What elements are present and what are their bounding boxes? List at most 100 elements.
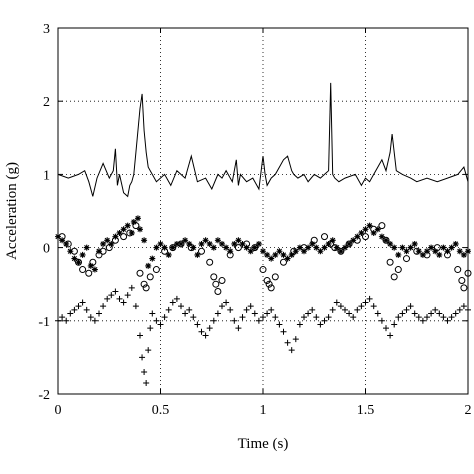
circle-point: [300, 244, 308, 252]
star-point: [83, 244, 90, 251]
star-point: [206, 240, 213, 247]
star-point: [313, 244, 320, 251]
plus-point: [329, 306, 336, 313]
circle-point: [460, 284, 468, 292]
y-tick-label: 0: [43, 242, 50, 257]
circle-point: [161, 247, 169, 255]
series-star: [55, 215, 471, 273]
plus-point: [143, 380, 150, 387]
plus-point: [260, 314, 266, 321]
plus-point: [87, 314, 94, 321]
plus-point: [147, 325, 154, 332]
plus-point: [268, 306, 275, 313]
circle-point: [234, 244, 242, 252]
plus-point: [333, 299, 340, 306]
star-point: [395, 251, 402, 258]
star-point: [378, 233, 385, 240]
circle-point: [212, 280, 220, 288]
plus-point: [292, 336, 299, 343]
plus-point: [210, 317, 217, 324]
circle-point: [210, 273, 218, 281]
star-point: [305, 244, 312, 251]
star-point: [223, 244, 230, 251]
circle-point: [226, 251, 234, 259]
plus-point: [112, 288, 119, 295]
plus-point: [120, 299, 127, 306]
star-point: [370, 229, 377, 236]
plus-point: [198, 328, 205, 335]
star-point: [219, 240, 225, 247]
star-point: [280, 251, 287, 258]
star-point: [415, 248, 422, 255]
circle-point: [290, 247, 298, 255]
plus-point: [108, 292, 115, 299]
plus-point: [223, 299, 230, 306]
star-point: [411, 240, 418, 247]
circle-point: [198, 247, 205, 255]
plus-point: [206, 325, 213, 332]
plus-point: [132, 303, 139, 310]
plus-point: [139, 354, 146, 361]
star-point: [247, 248, 254, 255]
star-point: [79, 251, 86, 258]
circle-point: [243, 240, 251, 248]
circle-point: [95, 251, 103, 259]
star-point: [96, 248, 102, 255]
star-point: [137, 226, 143, 233]
plus-point: [313, 314, 320, 321]
plus-point: [276, 321, 283, 328]
plus-point: [161, 314, 168, 321]
star-point: [59, 237, 66, 244]
star-point: [190, 244, 197, 251]
star-point: [67, 248, 74, 255]
x-tick-label: 2: [465, 403, 472, 418]
circle-point: [70, 247, 78, 255]
star-point: [452, 240, 459, 247]
star-point: [141, 237, 148, 244]
circle-point: [265, 280, 273, 288]
circle-point: [413, 247, 421, 255]
star-point: [260, 248, 266, 255]
star-point: [399, 244, 406, 251]
plus-point: [374, 310, 381, 317]
plus-point: [59, 314, 66, 321]
circle-point: [353, 236, 361, 244]
plus-point: [157, 321, 164, 328]
plus-point: [264, 310, 271, 317]
star-point: [87, 262, 94, 269]
star-point: [161, 244, 168, 251]
circle-point: [280, 258, 287, 266]
plus-point: [346, 310, 353, 317]
circle-point: [105, 244, 113, 252]
plus-point: [141, 369, 148, 376]
y-axis-label: Acceleration (g): [4, 162, 20, 260]
plus-point: [321, 317, 328, 324]
plus-point: [407, 303, 414, 310]
circle-point: [458, 277, 466, 285]
star-point: [243, 244, 250, 251]
plus-point: [456, 306, 463, 313]
star-point: [235, 237, 242, 244]
plus-point: [448, 314, 455, 321]
plus-point: [251, 310, 258, 317]
star-point: [210, 244, 217, 251]
plus-point: [219, 303, 225, 310]
circle-point: [386, 258, 394, 266]
star-point: [460, 251, 467, 258]
circle-point: [85, 269, 93, 277]
circle-point: [251, 244, 259, 252]
y-tick-label: -1: [38, 315, 50, 330]
plus-point: [91, 317, 98, 324]
circle-point: [218, 277, 226, 285]
star-point: [120, 226, 127, 233]
star-point: [350, 237, 357, 244]
plus-point: [75, 303, 82, 310]
star-point: [301, 248, 307, 255]
star-point: [145, 262, 152, 269]
star-point: [342, 244, 348, 251]
plus-point: [227, 306, 234, 313]
star-point: [419, 251, 426, 258]
star-point: [358, 229, 365, 236]
plus-point: [378, 317, 385, 324]
plus-point: [440, 314, 447, 321]
